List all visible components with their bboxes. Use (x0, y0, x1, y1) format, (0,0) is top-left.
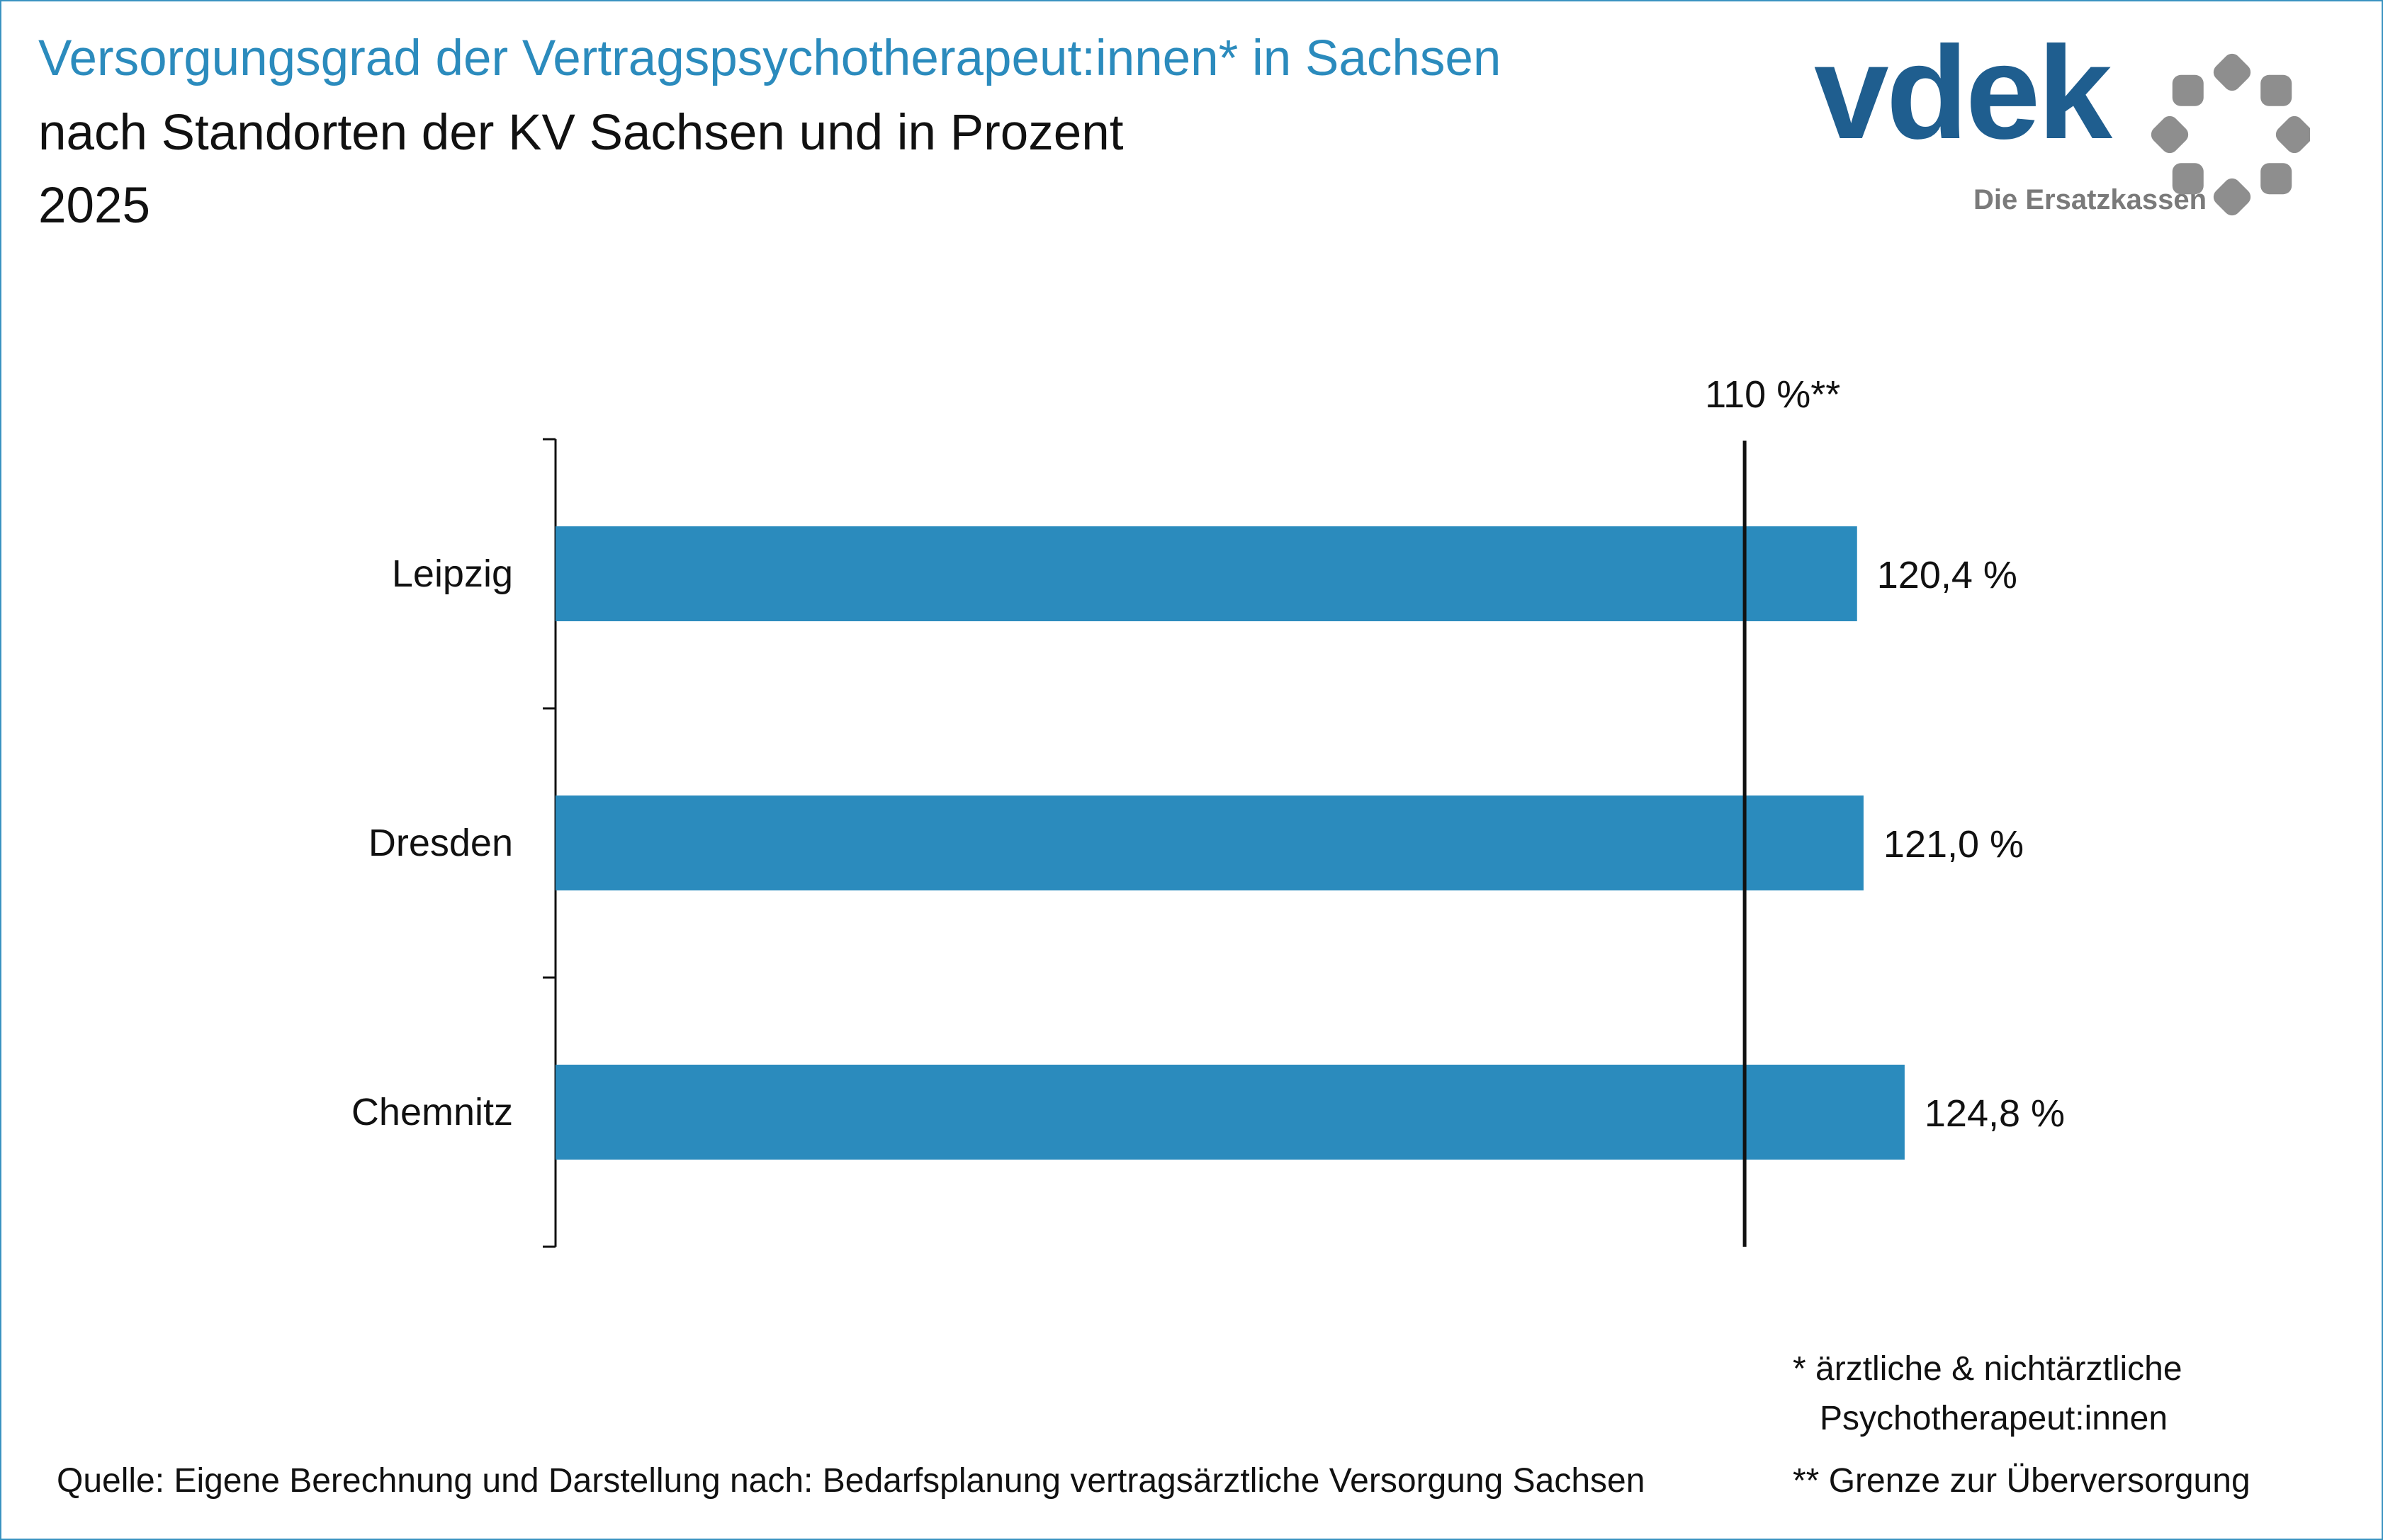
value-label: 120,4 % (1877, 554, 2017, 596)
footnote-star-continued: Psychotherapeut:innen (1820, 1400, 2168, 1437)
ring-segment (2172, 74, 2204, 106)
vdek-tagline: Die Ersatzkassen (1973, 184, 2207, 215)
reference-line-label: 110 %** (1705, 373, 1840, 416)
footnote-star: * ärztliche & nichtärztliche (1793, 1350, 2182, 1388)
ring-segment (2213, 178, 2251, 216)
vdek-ring-icon (2151, 53, 2310, 216)
category-label: Leipzig (392, 553, 513, 595)
bar (556, 1065, 1905, 1160)
chart-subtitle: nach Standorten der KV Sachsen und in Pr… (38, 105, 1124, 161)
category-label: Chemnitz (351, 1091, 513, 1133)
ring-segment (2213, 53, 2251, 91)
bar (556, 526, 1857, 621)
value-label: 121,0 % (1883, 823, 2024, 866)
chart-title: Versorgungsgrad der Vertragspsychotherap… (38, 30, 1502, 86)
source-note: Quelle: Eigene Berechnung und Darstellun… (57, 1462, 1645, 1500)
ring-segment (2151, 115, 2189, 154)
footnote-double-star: ** Grenze zur Überversorgung (1793, 1462, 2250, 1500)
ring-segment (2260, 74, 2292, 106)
ring-segment (2260, 163, 2292, 195)
chart-year: 2025 (38, 178, 150, 234)
vdek-logo: vdek Die Ersatzkassen (1814, 43, 2310, 216)
category-label: Dresden (368, 822, 513, 864)
value-label: 124,8 % (1925, 1092, 2065, 1135)
bar (556, 796, 1864, 890)
vdek-wordmark: vdek (1814, 43, 2112, 167)
ring-segment (2275, 115, 2310, 154)
ring-segment (2172, 163, 2204, 195)
